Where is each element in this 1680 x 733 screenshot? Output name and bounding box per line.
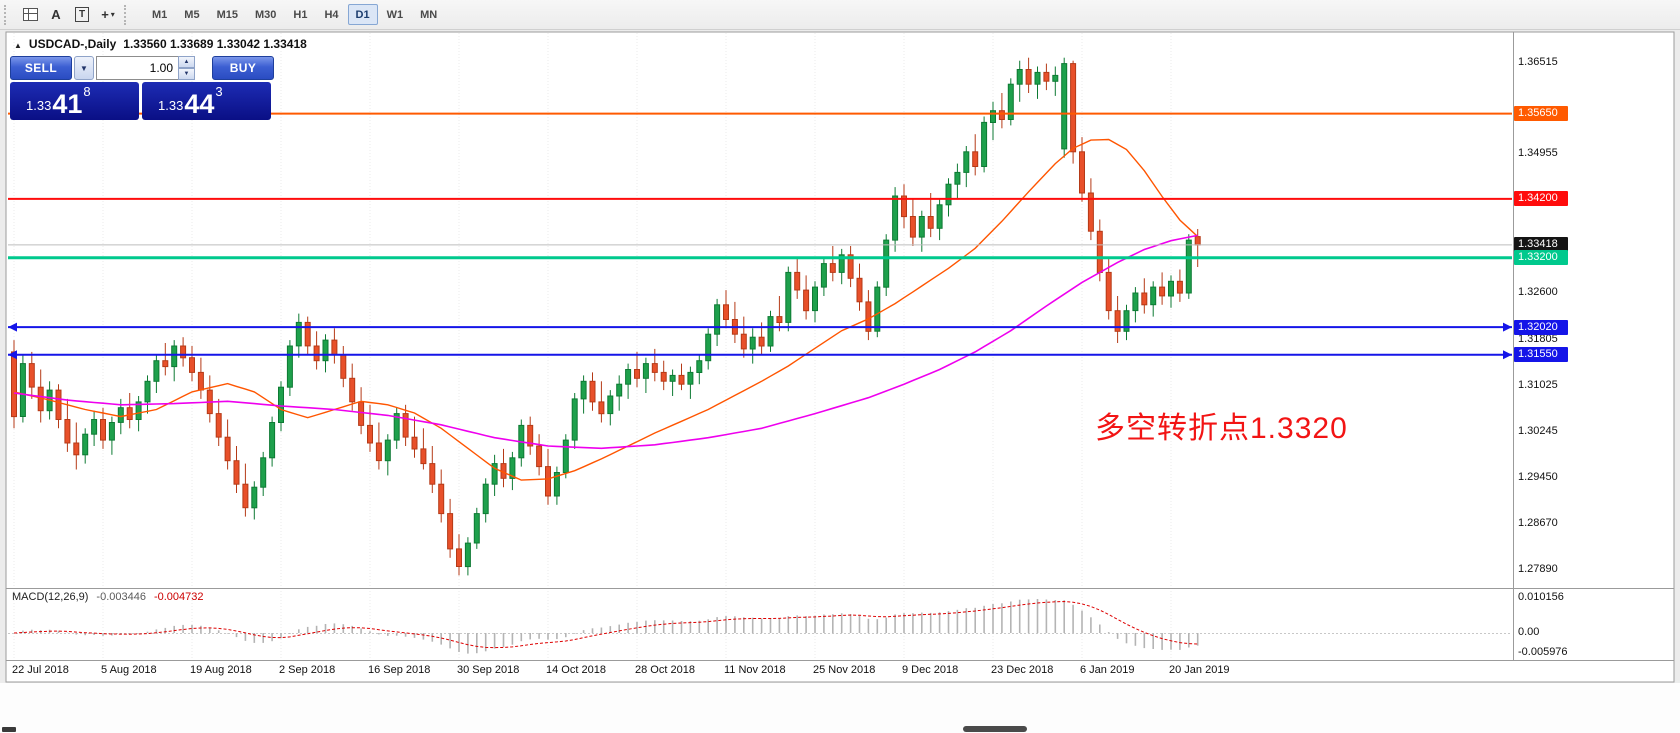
current-price-badge: 1.33418	[1514, 237, 1568, 253]
volume-increase-button[interactable]: ▲	[178, 56, 195, 68]
hline-badge-blue-1: 1.32020	[1514, 319, 1568, 335]
crosshair-tool-icon[interactable]: + ▾	[96, 4, 120, 26]
hline-1-32020-left-arrow-icon	[8, 322, 17, 332]
corner-grip	[2, 727, 16, 732]
date-axis-label: 23 Dec 2018	[991, 664, 1054, 676]
date-axis-label: 9 Dec 2018	[902, 664, 959, 676]
macd-axis-label: -0.005976	[1518, 646, 1568, 659]
text-tool-icon[interactable]: A	[44, 4, 68, 26]
crosshair-icon: +	[101, 7, 109, 22]
sell-button[interactable]: SELL	[10, 56, 72, 80]
timeframe-button-m30[interactable]: M30	[247, 4, 284, 25]
candles	[11, 57, 1201, 576]
ohlc-values: 1.33560 1.33689 1.33042 1.33418	[123, 37, 307, 51]
collapse-trade-panel-icon[interactable]: ▲	[14, 41, 22, 50]
timeframe-button-m1[interactable]: M1	[144, 4, 175, 25]
date-axis-label: 2 Sep 2018	[279, 664, 336, 676]
macd-main-value: -0.003446	[96, 591, 146, 603]
date-axis-label: 30 Sep 2018	[457, 664, 520, 676]
date-axis-label: 19 Aug 2018	[190, 664, 252, 676]
price-axis-label: 1.30245	[1518, 424, 1558, 437]
toolbar: A T + ▾ M1 M5 M15 M30 H1 H4 D1 W1 MN	[0, 0, 1680, 30]
macd-axis-label: 0.00	[1518, 626, 1540, 638]
sell-price-big: 41	[52, 89, 83, 119]
hline-1-32020-right-arrow-icon	[1503, 322, 1512, 332]
timeframe-button-m5[interactable]: M5	[176, 4, 207, 25]
price-axis-label: 1.34955	[1518, 147, 1558, 160]
chevron-down-icon: ▾	[110, 10, 115, 19]
timeframe-button-m15[interactable]: M15	[209, 4, 246, 25]
price-axis-label: 1.32600	[1518, 286, 1558, 299]
macd-signal-line	[13, 600, 1198, 649]
date-axis-label: 14 Oct 2018	[546, 664, 606, 676]
timeframe-button-mn[interactable]: MN	[412, 4, 445, 25]
gridlines	[13, 33, 1172, 658]
price-axis-label: 1.31025	[1518, 378, 1558, 391]
price-axis-label: 1.28670	[1518, 517, 1558, 530]
sell-price-sup: 8	[83, 84, 91, 99]
buy-price-big: 44	[184, 89, 215, 119]
hline-badge-red: 1.34200	[1514, 191, 1568, 207]
mini-scrollbar-thumb[interactable]	[963, 726, 1027, 732]
date-axis-label: 6 Jan 2019	[1080, 664, 1135, 676]
chart-window	[5, 31, 1675, 683]
hline-badge-blue-2: 1.31550	[1514, 347, 1568, 363]
sell-price-display[interactable]: 1.33 41 8	[10, 82, 139, 120]
hline-1-31550-right-arrow-icon	[1503, 350, 1512, 360]
bottom-strip	[0, 683, 1680, 733]
price-axis-label: 1.29450	[1518, 471, 1558, 484]
buy-price-display[interactable]: 1.33 44 3	[142, 82, 271, 120]
date-axis-label: 11 Nov 2018	[724, 664, 786, 676]
date-axis-label: 25 Nov 2018	[813, 664, 876, 676]
chevron-down-icon: ▼	[80, 63, 88, 73]
letter-a-icon: A	[51, 7, 61, 22]
ma-magenta-line	[13, 234, 1198, 450]
macd-indicator-label: MACD(12,26,9) -0.003446 -0.004732	[12, 591, 204, 603]
macd-axis-label: 0.010156	[1518, 591, 1564, 604]
date-axis-label: 28 Oct 2018	[635, 664, 695, 676]
symbol-title: USDCAD-,Daily	[28, 37, 117, 51]
toolbar-grip-2[interactable]	[124, 4, 132, 25]
price-axis-label: 1.31805	[1518, 332, 1558, 345]
label-tool-icon[interactable]: T	[70, 4, 94, 26]
buy-price-sup: 3	[215, 84, 223, 99]
price-axis-label: 1.27890	[1518, 563, 1558, 576]
volume-decrease-button[interactable]: ▼	[178, 68, 195, 80]
buy-button[interactable]: BUY	[212, 56, 274, 80]
buy-price-prefix: 1.33	[158, 98, 184, 113]
chart-header: ▲ USDCAD-,Daily 1.33560 1.33689 1.33042 …	[14, 37, 307, 51]
hline-badge-teal: 1.33200	[1514, 250, 1568, 266]
chart-grid-icon[interactable]	[18, 4, 42, 26]
boxed-t-icon: T	[74, 7, 90, 22]
volume-dropdown-button[interactable]: ▼	[74, 56, 94, 80]
macd-title: MACD(12,26,9)	[12, 591, 89, 603]
sell-price-prefix: 1.33	[26, 98, 52, 113]
ma-orange-line	[13, 138, 1199, 481]
date-axis-label: 5 Aug 2018	[101, 664, 157, 676]
price-axis-label: 1.36515	[1518, 55, 1558, 68]
date-axis-label: 16 Sep 2018	[368, 664, 431, 676]
timeframe-button-h4[interactable]: H4	[316, 4, 346, 25]
hline-1-31550-left-arrow-icon	[8, 350, 17, 360]
timeframe-button-h1[interactable]: H1	[285, 4, 315, 25]
date-axis-label: 20 Jan 2019	[1169, 664, 1230, 676]
hline-badge-orange: 1.35650	[1514, 106, 1568, 122]
timeframe-toolbar: M1 M5 M15 M30 H1 H4 D1 W1 MN	[144, 4, 445, 25]
volume-input[interactable]	[96, 56, 178, 80]
macd-signal-value: -0.004732	[153, 591, 204, 603]
timeframe-button-w1[interactable]: W1	[379, 4, 412, 25]
date-axis-label: 22 Jul 2018	[12, 664, 69, 676]
chart-text-annotation: 多空转折点1.3320	[1095, 412, 1348, 445]
grid-icon	[22, 8, 38, 21]
timeframe-button-d1[interactable]: D1	[347, 4, 378, 25]
toolbar-grip[interactable]	[4, 4, 12, 25]
